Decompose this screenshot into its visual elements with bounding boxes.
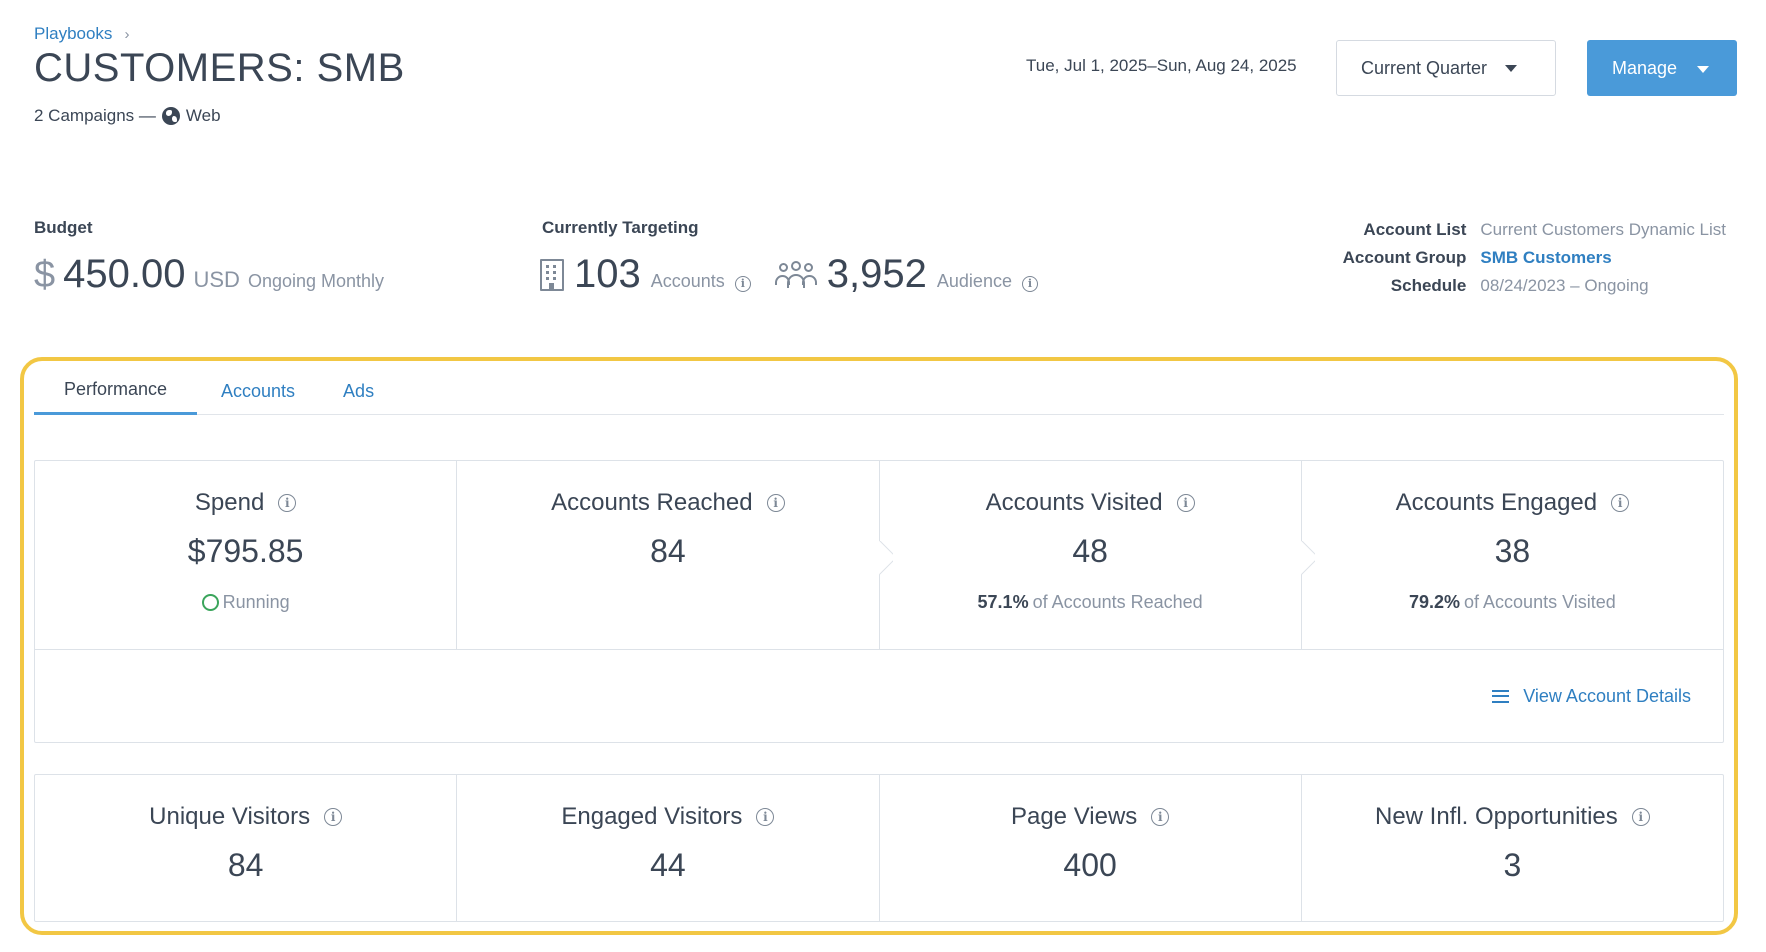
info-icon[interactable]: i xyxy=(278,494,297,512)
stat-unique-visitors: Unique Visitors i 84 xyxy=(35,775,458,921)
stat-value: 84 xyxy=(650,533,686,569)
visitors-panel: Unique Visitors i 84 Engaged Visitors i 44… xyxy=(34,774,1724,922)
info-icon[interactable]: i xyxy=(734,275,751,292)
highlight-frame xyxy=(20,357,1738,935)
chevron-right-icon xyxy=(879,541,893,575)
funnel-panel: Spend i $795.85 Running Accounts Reached i… xyxy=(34,460,1724,743)
tab-accounts[interactable]: Accounts xyxy=(221,380,296,401)
tab-ads[interactable]: Ads xyxy=(343,380,375,401)
stat-percent: 57.1% xyxy=(977,592,1029,612)
view-account-details-link[interactable]: View Account Details xyxy=(1492,686,1691,707)
stat-title: Accounts Reached xyxy=(551,489,753,516)
tab-bar: Performance Accounts Ads xyxy=(34,367,1724,415)
targeting-label: Currently Targeting xyxy=(542,218,699,237)
stat-percent: 79.2% xyxy=(1408,592,1461,612)
campaign-summary: 2 Campaigns — Web xyxy=(34,106,221,126)
targeting-stats: 103 Accounts i 3,952 Audience i xyxy=(540,252,1038,297)
stat-title: Accounts Visited xyxy=(985,489,1163,516)
stat-accounts-reached: Accounts Reached i 84 xyxy=(457,461,880,649)
stat-spend: Spend i $795.85 Running xyxy=(35,461,458,649)
globe-icon xyxy=(161,107,180,125)
budget-value: $ 450.00 USD Ongoing Monthly xyxy=(34,252,384,297)
stat-accounts-visited: Accounts Visited i 48 57.1% of Accounts Re… xyxy=(880,461,1302,649)
manage-button-label: Manage xyxy=(1612,57,1678,78)
info-icon[interactable]: i xyxy=(1176,494,1195,512)
stat-title: Unique Visitors xyxy=(149,803,311,830)
stat-value: 44 xyxy=(650,847,686,883)
breadcrumb-separator: › xyxy=(124,25,130,43)
accounts-label: Accounts xyxy=(650,271,725,291)
stat-value: 38 xyxy=(1494,533,1531,569)
account-list-key: Account List xyxy=(1363,220,1467,239)
page-title: CUSTOMERS: SMB xyxy=(34,46,405,90)
caret-down-icon xyxy=(1505,64,1518,72)
building-icon xyxy=(540,259,564,291)
stat-new-opportunities: New Infl. Opportunities i 3 xyxy=(1302,775,1723,921)
status-text: Running xyxy=(222,592,290,612)
caret-down-icon xyxy=(1697,66,1710,73)
info-icon[interactable]: i xyxy=(1021,275,1038,292)
tab-performance[interactable]: Performance xyxy=(34,367,197,415)
breadcrumb-link-playbooks[interactable]: Playbooks xyxy=(34,24,113,43)
audience-icon xyxy=(774,261,817,289)
budget-frequency: Ongoing Monthly xyxy=(247,271,385,291)
accounts-count: 103 xyxy=(574,252,641,296)
manage-button[interactable]: Manage xyxy=(1587,40,1737,96)
campaigns-count: 2 Campaigns — xyxy=(34,106,156,125)
stat-accounts-engaged: Accounts Engaged i 38 79.2% of Accounts Vi… xyxy=(1302,461,1723,649)
date-range: Tue, Jul 1, 2025–Sun, Aug 24, 2025 xyxy=(1026,56,1297,75)
stat-page-views: Page Views i 400 xyxy=(880,775,1302,921)
info-icon[interactable]: i xyxy=(756,808,775,826)
stat-title: Accounts Engaged xyxy=(1395,489,1598,516)
playbook-meta: Account List Current Customers Dynamic L… xyxy=(1343,216,1726,300)
breadcrumb: Playbooks › xyxy=(34,24,129,44)
account-list-value: Current Customers Dynamic List xyxy=(1480,220,1726,239)
currency-symbol: $ xyxy=(34,254,56,296)
chevron-right-icon xyxy=(1301,541,1315,575)
account-group-key: Account Group xyxy=(1342,248,1467,267)
info-icon[interactable]: i xyxy=(1631,808,1650,826)
stat-value: 400 xyxy=(1063,847,1117,883)
budget-label: Budget xyxy=(34,218,93,237)
stat-title: New Infl. Opportunities xyxy=(1374,803,1618,830)
list-icon xyxy=(1492,689,1510,703)
info-icon[interactable]: i xyxy=(1611,494,1630,512)
stat-percent-label: of Accounts Reached xyxy=(1032,592,1203,612)
audience-count: 3,952 xyxy=(826,252,927,296)
stat-percent-label: of Accounts Visited xyxy=(1464,592,1616,612)
channel-label: Web xyxy=(185,106,221,125)
stat-value: 48 xyxy=(1072,533,1108,569)
info-icon[interactable]: i xyxy=(1151,808,1170,826)
running-status-icon xyxy=(201,594,219,611)
info-icon[interactable]: i xyxy=(324,808,343,826)
audience-label: Audience xyxy=(936,271,1012,291)
stat-value: 84 xyxy=(227,847,264,883)
stat-title: Spend xyxy=(194,489,265,516)
budget-currency: USD xyxy=(193,267,240,292)
stat-engaged-visitors: Engaged Visitors i 44 xyxy=(457,775,880,921)
info-icon[interactable]: i xyxy=(766,494,785,512)
schedule-value: 08/24/2023 – Ongoing xyxy=(1480,276,1649,295)
account-group-link[interactable]: SMB Customers xyxy=(1480,248,1612,267)
stat-value: $795.85 xyxy=(187,533,304,569)
schedule-key: Schedule xyxy=(1390,276,1467,295)
stat-value: 3 xyxy=(1503,847,1522,883)
stat-title: Engaged Visitors xyxy=(561,803,743,830)
period-select-value: Current Quarter xyxy=(1361,57,1488,78)
budget-amount: 450.00 xyxy=(63,252,186,296)
period-select[interactable]: Current Quarter xyxy=(1336,40,1556,96)
view-account-details-label: View Account Details xyxy=(1523,685,1691,706)
stat-title: Page Views xyxy=(1010,803,1138,830)
